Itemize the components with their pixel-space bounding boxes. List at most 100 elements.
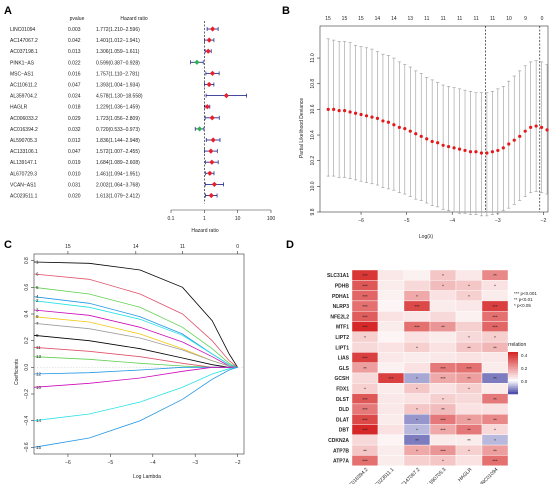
heatmap-row-label: GCSH — [335, 376, 350, 382]
heatmap-cell — [377, 321, 405, 333]
heatmap-significance-mark: *** — [492, 304, 498, 309]
heatmap-cell — [351, 372, 379, 384]
cv-deviance-point — [408, 129, 412, 133]
heatmap-cell — [481, 352, 509, 363]
cv-y-tick-label: 10.8 — [310, 79, 316, 89]
heatmap-row-label: LIAS — [338, 356, 350, 362]
heatmap-cell — [377, 414, 405, 425]
cv-deviance-point — [479, 151, 484, 155]
cv-top-count-label: 11 — [441, 16, 446, 22]
heatmap-significance-mark: *** — [466, 366, 472, 371]
forest-header-hr: Hazard ratio — [120, 16, 147, 22]
coefficient-path-line — [33, 286, 238, 368]
heatmap-cell — [429, 383, 457, 394]
coefficient-path-line — [33, 296, 238, 368]
cv-top-count-label: 0 — [541, 16, 544, 22]
cv-x-tick-label: −5 — [404, 218, 410, 224]
coefficient-path-index: 6 — [36, 272, 39, 277]
heatmap-significance-mark: ** — [493, 345, 497, 350]
heatmap-significance-mark: * — [494, 335, 496, 340]
lasso-cv-plot: Log(λ) Partial Likelihood Deviance −6 −5 −… — [299, 16, 549, 240]
forest-hr-text: 4.578(1.130−18.558) — [96, 94, 143, 100]
coefficient-path-index: 2 — [36, 298, 39, 303]
forest-pvalue: 0.018 — [68, 105, 81, 111]
heatmap-significance-mark: * — [416, 428, 418, 433]
heatmap-cell — [377, 341, 405, 353]
heatmap-significance-mark: *** — [362, 356, 368, 361]
forest-hr-text: 0.720(0.533−0.973) — [96, 127, 140, 133]
panel-label-a: A — [4, 5, 12, 17]
colorbar-segment — [508, 366, 518, 370]
heatmap-row-label: PDHB — [335, 283, 350, 289]
heatmap-row-label: PDHA1 — [332, 294, 349, 300]
cv-deviance-point — [441, 143, 445, 147]
heatmap-significance-mark: * — [494, 283, 496, 288]
forest-point — [208, 192, 214, 199]
panel-label-b: B — [282, 5, 290, 17]
coefficient-path-line — [33, 300, 238, 368]
heatmap-cell — [455, 311, 483, 322]
forest-pvalue: 0.010 — [68, 171, 81, 177]
heatmap-significance-mark: *** — [362, 397, 368, 402]
forest-point — [207, 170, 213, 176]
heatmap-cell — [429, 341, 457, 353]
cv-top-count-label: 15 — [342, 16, 348, 22]
forest-gene-label: AC037198.1 — [10, 49, 38, 55]
heatmap-significance-mark: ** — [493, 376, 497, 381]
heatmap-significance-mark: ** — [493, 273, 497, 278]
path-y-tick-label: 0.0 — [24, 364, 30, 371]
path-y-tick-label: −0.6 — [24, 442, 30, 452]
heatmap-cell — [481, 403, 509, 415]
cv-deviance-point — [457, 147, 462, 151]
path-x-tick-label: −3 — [192, 460, 198, 466]
heatmap-cell — [455, 455, 483, 466]
path-x-tick-label: −4 — [150, 460, 156, 466]
cv-top-count-label: 14 — [391, 16, 397, 22]
heatmap-significance-mark: ** — [467, 428, 471, 433]
heatmap-cell — [377, 403, 405, 415]
path-y-tick-label: −0.4 — [24, 416, 30, 426]
cv-deviance-point — [463, 148, 467, 153]
heatmap-row-label: LIPT1 — [335, 345, 349, 351]
forest-pvalue: 0.042 — [68, 38, 81, 44]
colorbar-segment — [508, 373, 518, 376]
forest-gene-label: AC006033.2 — [10, 116, 38, 122]
forest-point — [210, 26, 216, 32]
heatmap-row-label: DLAT — [336, 417, 349, 423]
forest-pvalue: 0.003 — [68, 27, 81, 33]
heatmap-cell — [429, 290, 457, 302]
cv-top-count-label: 11 — [490, 16, 495, 22]
heatmap-cell — [403, 455, 431, 466]
cv-x-tick-label: −6 — [358, 218, 364, 224]
forest-hr-text: 1.684(1.089−2.608) — [96, 160, 140, 166]
forest-header-pvalue: pvalue — [70, 16, 85, 22]
forest-gene-label: PINK1−AS — [10, 60, 35, 66]
heatmap-significance-mark: *** — [440, 417, 446, 422]
significance-legend-item: ** p<0.01 — [514, 297, 533, 302]
colorbar-tick-label: 0.2 — [521, 366, 528, 371]
heatmap-cell — [377, 434, 405, 446]
heatmap-significance-mark: *** — [362, 325, 368, 330]
forest-hr-text: 1.723(1.056−2.809) — [96, 116, 140, 122]
forest-pvalue: 0.019 — [68, 160, 81, 166]
heatmap-significance-mark: *** — [440, 448, 446, 453]
heatmap-significance-mark: * — [416, 376, 418, 381]
heatmap-cell — [377, 444, 405, 456]
heatmap-significance-mark: *** — [362, 304, 368, 309]
path-x-axis-label: Log Lambda — [133, 474, 161, 480]
cv-deviance-point — [496, 148, 500, 153]
heatmap-significance-mark: *** — [362, 417, 368, 422]
cv-y-tick-label: 9.8 — [310, 208, 316, 215]
path-top-count-label: 11 — [180, 244, 185, 250]
heatmap-cell — [481, 290, 509, 302]
cv-deviance-point — [523, 129, 527, 133]
correlation-heatmap: Correlation SLC31A1 *** * **PDHB *** * * *PDHA1… — [327, 269, 537, 484]
cv-deviance-point — [392, 123, 396, 127]
cv-deviance-point — [359, 112, 363, 117]
forest-gene-label: AC110611.2 — [10, 83, 37, 89]
heatmap-cell — [429, 300, 457, 312]
coefficient-path-line — [33, 273, 238, 368]
cv-deviance-point — [343, 109, 347, 113]
heatmap-significance-mark: * — [494, 438, 496, 443]
